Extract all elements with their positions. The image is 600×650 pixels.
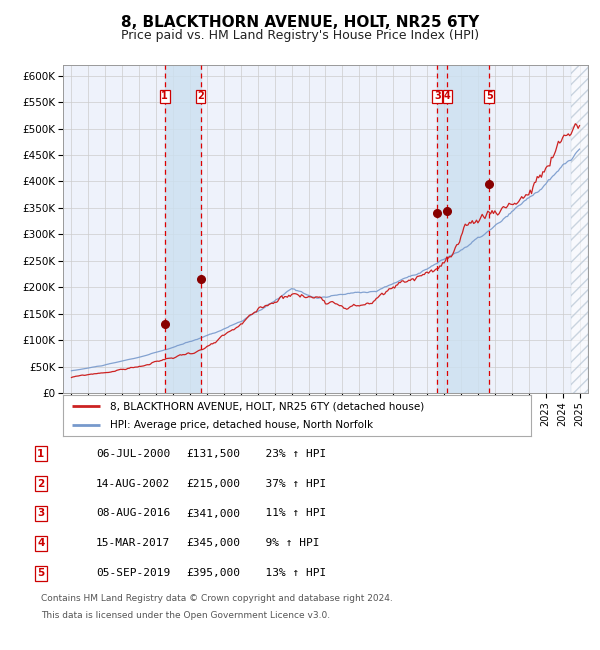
Text: 4: 4 [444,91,451,101]
Text: 5: 5 [486,91,493,101]
Text: 3: 3 [434,91,440,101]
Text: 06-JUL-2000: 06-JUL-2000 [96,448,170,459]
Text: 23% ↑ HPI: 23% ↑ HPI [252,448,326,459]
Text: £131,500: £131,500 [186,448,240,459]
Bar [437,65,489,393]
Bar [165,65,200,393]
Text: 11% ↑ HPI: 11% ↑ HPI [252,508,326,519]
Text: 1: 1 [161,91,168,101]
Text: 1: 1 [37,448,44,459]
Text: 05-SEP-2019: 05-SEP-2019 [96,568,170,578]
Text: HPI: Average price, detached house, North Norfolk: HPI: Average price, detached house, Nort… [110,420,373,430]
Bar [571,65,588,393]
Text: £215,000: £215,000 [186,478,240,489]
Text: £345,000: £345,000 [186,538,240,549]
Text: £341,000: £341,000 [186,508,240,519]
Text: 8, BLACKTHORN AVENUE, HOLT, NR25 6TY: 8, BLACKTHORN AVENUE, HOLT, NR25 6TY [121,15,479,31]
Text: 08-AUG-2016: 08-AUG-2016 [96,508,170,519]
Text: 37% ↑ HPI: 37% ↑ HPI [252,478,326,489]
Text: 5: 5 [37,568,44,578]
Text: 9% ↑ HPI: 9% ↑ HPI [252,538,320,549]
Text: This data is licensed under the Open Government Licence v3.0.: This data is licensed under the Open Gov… [41,611,330,620]
Text: 2: 2 [197,91,204,101]
Text: 2: 2 [37,478,44,489]
Text: £395,000: £395,000 [186,568,240,578]
Text: 8, BLACKTHORN AVENUE, HOLT, NR25 6TY (detached house): 8, BLACKTHORN AVENUE, HOLT, NR25 6TY (de… [110,401,424,411]
Text: 3: 3 [37,508,44,519]
Text: 13% ↑ HPI: 13% ↑ HPI [252,568,326,578]
Text: Contains HM Land Registry data © Crown copyright and database right 2024.: Contains HM Land Registry data © Crown c… [41,594,392,603]
Text: 14-AUG-2002: 14-AUG-2002 [96,478,170,489]
Text: 15-MAR-2017: 15-MAR-2017 [96,538,170,549]
Text: Price paid vs. HM Land Registry's House Price Index (HPI): Price paid vs. HM Land Registry's House … [121,29,479,42]
Text: 4: 4 [37,538,44,549]
